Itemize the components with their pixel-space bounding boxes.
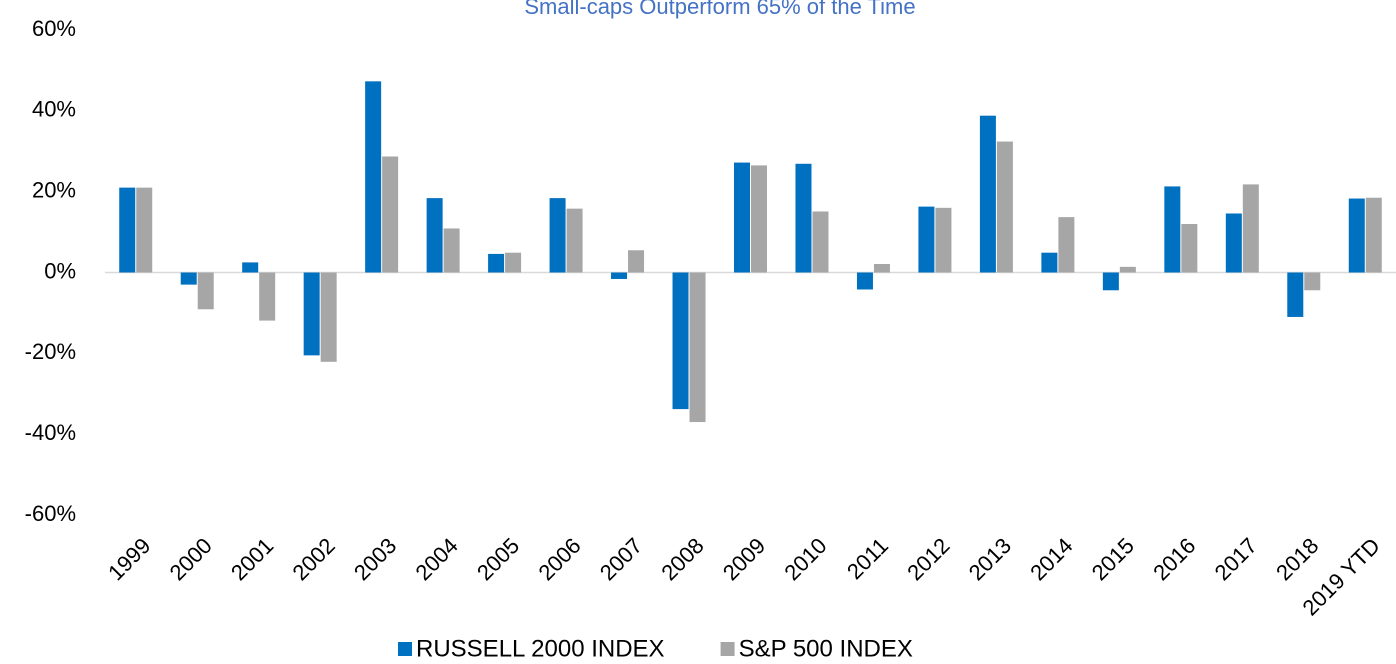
bar [918, 206, 935, 273]
bar [1365, 197, 1382, 273]
legend-marker [398, 642, 412, 656]
bar [197, 272, 214, 310]
bar [259, 272, 276, 321]
chart-title: Small-caps Outperform 65% of the Time [524, 0, 915, 19]
bar [689, 272, 706, 423]
x-tick-label: 2011 [842, 533, 893, 584]
legend-label: RUSSELL 2000 INDEX [416, 635, 665, 662]
bar [1119, 266, 1136, 273]
bar [426, 198, 443, 273]
x-tick-label: 1999 [103, 533, 155, 585]
bar [443, 228, 460, 273]
y-tick-label: -40% [25, 420, 76, 445]
bar [180, 272, 197, 285]
legend-label: S&P 500 INDEX [739, 635, 913, 662]
bar [505, 252, 522, 273]
y-tick-label: 40% [32, 97, 76, 122]
bar [1348, 198, 1365, 273]
bar [1242, 184, 1259, 273]
bar [1287, 272, 1304, 317]
bar [996, 141, 1013, 273]
bar [382, 156, 399, 273]
x-tick-label: 2006 [533, 533, 585, 585]
x-tick-label: 2001 [226, 533, 278, 585]
bar [873, 264, 890, 273]
bar [935, 207, 952, 273]
bar [795, 163, 812, 273]
bar [1102, 272, 1119, 291]
bar [566, 208, 583, 273]
bar [303, 272, 320, 356]
x-tick-label: 2009 [718, 533, 770, 585]
x-tick-label: 2005 [472, 533, 524, 585]
bar [1041, 252, 1058, 273]
x-tick-label: 2002 [288, 533, 340, 585]
bar [856, 272, 873, 290]
bar [1304, 272, 1321, 291]
bar [365, 81, 382, 273]
y-tick-label: 0% [44, 258, 76, 283]
bar [979, 115, 996, 273]
x-tick-label: 2008 [656, 533, 708, 585]
x-tick-label: 2016 [1148, 533, 1200, 585]
bar [136, 187, 153, 273]
bar [734, 162, 750, 273]
bar [1181, 224, 1198, 273]
legend-marker [720, 642, 735, 656]
y-tick-label: 20% [32, 177, 76, 202]
bar [549, 198, 566, 273]
x-tick-label: 2012 [902, 533, 954, 585]
x-tick-label: 2015 [1087, 533, 1139, 585]
x-tick-label: 2000 [165, 533, 217, 585]
bar [242, 262, 259, 273]
y-tick-label: -60% [25, 501, 76, 526]
y-tick-label: 60% [32, 16, 76, 41]
x-tick-label: 2013 [964, 533, 1016, 585]
x-tick-label: 2017 [1210, 533, 1262, 585]
x-tick-label: 2007 [595, 533, 647, 585]
bar [672, 272, 689, 410]
x-tick-label: 2003 [349, 533, 401, 585]
x-tick-label: 2018 [1271, 533, 1323, 585]
bar [320, 272, 337, 362]
bar [812, 211, 829, 273]
x-tick-label: 2004 [410, 533, 462, 585]
bar [119, 187, 136, 273]
bar [611, 272, 628, 279]
x-tick-label: 2010 [779, 533, 831, 585]
bar [628, 250, 645, 273]
bar [488, 253, 505, 273]
bar [1225, 213, 1242, 273]
x-tick-label: 2014 [1025, 533, 1077, 585]
bar [1164, 186, 1181, 273]
y-tick-label: -20% [25, 339, 76, 364]
bar [1058, 217, 1075, 273]
bar [751, 165, 767, 273]
